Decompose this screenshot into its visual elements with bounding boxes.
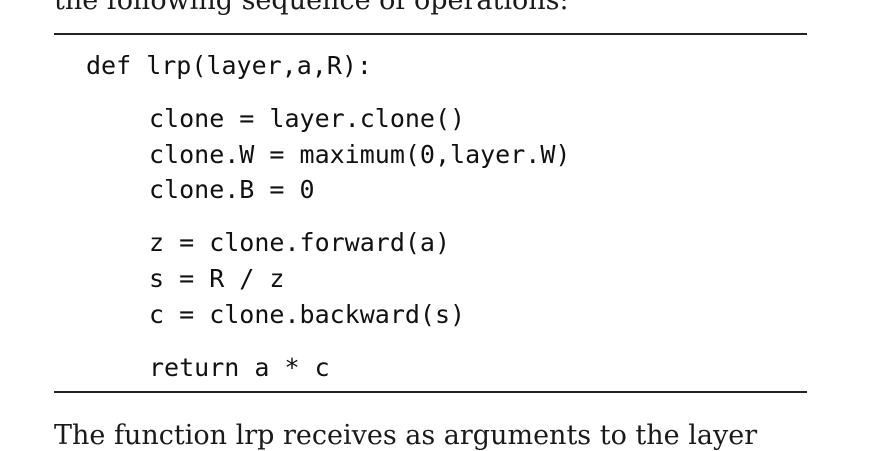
- preceding-paragraph-text: the following sequence of operations:: [54, 0, 569, 16]
- code-line-clone: clone = layer.clone(): [149, 104, 466, 133]
- code-line-c: c = clone.backward(s): [149, 300, 466, 329]
- code-line-return: return a * c: [149, 353, 330, 382]
- listing-top-rule: [54, 33, 807, 35]
- code-line-def: def lrp(layer,a,R):: [86, 51, 372, 80]
- code-line-clone-w: clone.W = maximum(0,layer.W): [149, 140, 571, 169]
- code-line-z: z = clone.forward(a): [149, 228, 451, 257]
- code-line-s: s = R / z: [149, 264, 285, 293]
- listing-bottom-rule: [54, 391, 807, 393]
- code-line-clone-b: clone.B = 0: [149, 175, 315, 204]
